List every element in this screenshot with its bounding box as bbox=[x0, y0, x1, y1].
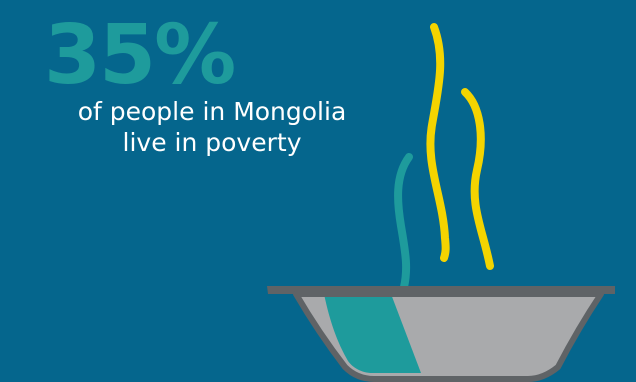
caption-line-two: live in poverty bbox=[122, 128, 302, 158]
bowl-body-teal bbox=[324, 294, 421, 373]
poverty-stat-block: 35% of people in Mongolia live in povert… bbox=[42, 8, 404, 159]
steam-yellow-left-line bbox=[426, 23, 450, 262]
caption-line-one: of people in Mongolia bbox=[77, 97, 347, 127]
steam-teal-line bbox=[394, 153, 413, 291]
bowl-outline bbox=[293, 291, 604, 382]
steam-yellow-right-line bbox=[461, 88, 494, 270]
poverty-percentage: 35% bbox=[44, 8, 236, 103]
poverty-caption: of people in Mongolia live in poverty bbox=[42, 97, 382, 159]
